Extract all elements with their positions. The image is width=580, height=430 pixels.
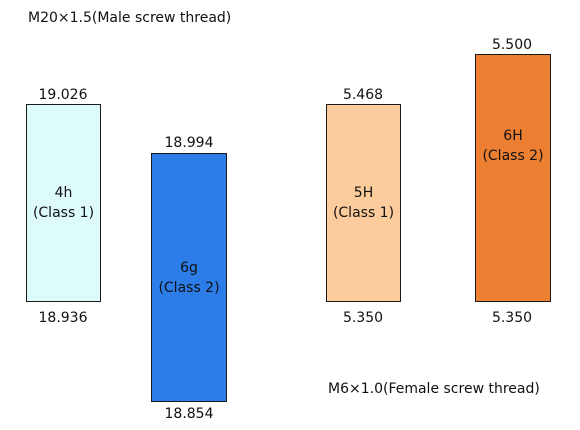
bar-6g-lower-value: 18.854 bbox=[164, 406, 214, 422]
bar-5h-grade: 5H bbox=[353, 185, 374, 201]
bar-6h-lower-value: 5.350 bbox=[491, 310, 533, 326]
tolerance-bar-4h: 4h (Class 1) bbox=[26, 104, 101, 302]
bar-5h-upper-value: 5.468 bbox=[342, 87, 384, 103]
bar-4h-upper-value: 19.026 bbox=[38, 87, 88, 103]
tolerance-bar-5h: 5H (Class 1) bbox=[326, 104, 401, 302]
bar-6g-class: (Class 2) bbox=[158, 279, 220, 296]
bar-6h-upper-value: 5.500 bbox=[491, 37, 533, 53]
bar-5h-lower-value: 5.350 bbox=[342, 310, 384, 326]
bar-4h-lower-value: 18.936 bbox=[38, 310, 88, 326]
bar-4h-grade: 4h bbox=[54, 185, 73, 201]
bar-4h-class: (Class 1) bbox=[32, 205, 95, 221]
bar-6h-grade: 6H bbox=[503, 128, 523, 144]
bar-6g-upper-value: 18.994 bbox=[164, 135, 214, 151]
male-thread-title: M20×1.5(Male screw thread) bbox=[28, 10, 232, 26]
bar-6h-class: (Class 2) bbox=[482, 148, 544, 164]
bar-6g-grade: 6g bbox=[180, 259, 198, 276]
female-thread-title: M6×1.0(Female screw thread) bbox=[328, 381, 540, 397]
tolerance-bar-6h: 6H (Class 2) bbox=[475, 54, 551, 302]
tolerance-bar-6g: 6g (Class 2) bbox=[151, 153, 227, 402]
bar-5h-class: (Class 1) bbox=[332, 205, 395, 221]
